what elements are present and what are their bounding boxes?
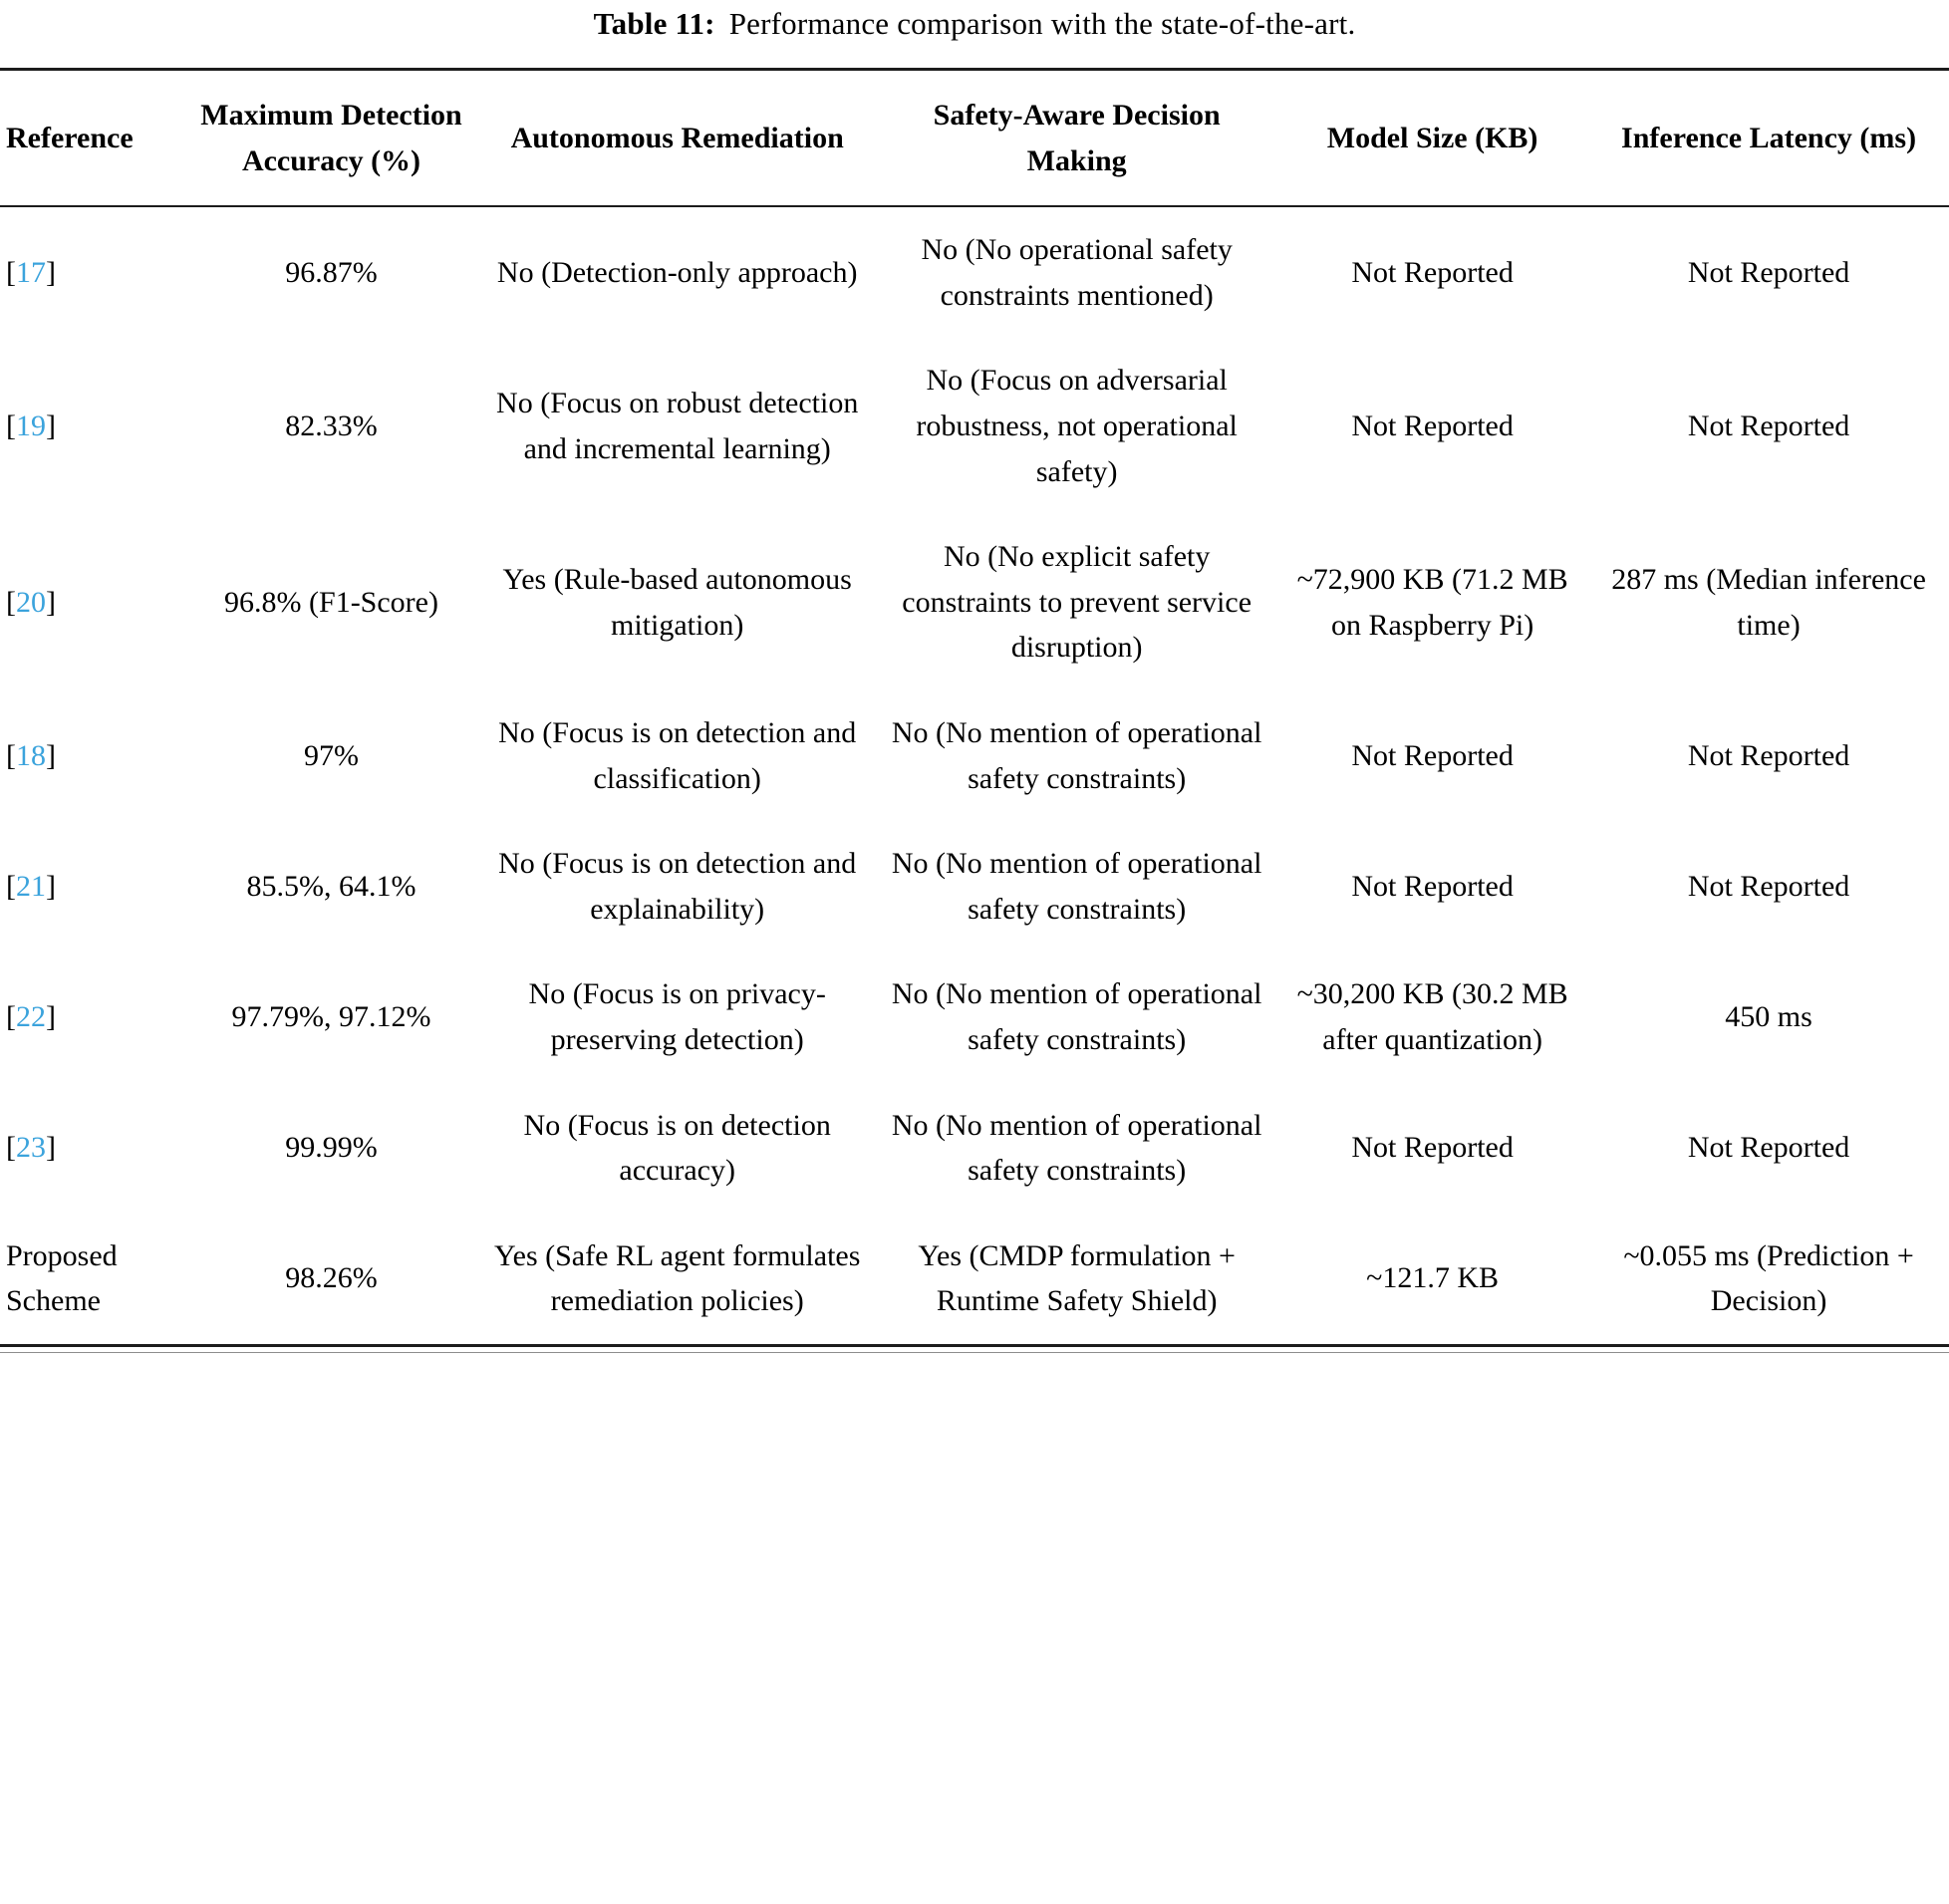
cell-inference_latency: 287 ms (Median inference time) <box>1611 562 1926 642</box>
column-header-reference: Reference <box>6 121 134 154</box>
table-row: Proposed Scheme 98.26% Yes (Safe RL agent … <box>0 1214 1949 1346</box>
citation-link[interactable]: 17 <box>16 255 46 289</box>
table-row: [22] 97.79%, 97.12% No (Focus is on privac… <box>0 952 1949 1082</box>
cell-accuracy: 98.26% <box>285 1261 378 1295</box>
cell-autonomous_remediation: No (Focus is on detection and classifica… <box>498 715 857 795</box>
cell-safety_aware: No (No mention of operational safety con… <box>891 715 1262 795</box>
cell-inference_latency: ~0.055 ms (Prediction + Decision) <box>1623 1238 1914 1318</box>
cell-reference: [18] <box>0 690 185 821</box>
cell-safety_aware: No (No mention of operational safety con… <box>891 1108 1262 1188</box>
cell-model_size: ~121.7 KB <box>1366 1261 1500 1295</box>
cell-inference_latency: 450 ms <box>1725 1000 1812 1034</box>
cell-safety_aware: No (No operational safety constraints me… <box>921 233 1233 312</box>
table-body: [17] 96.87% No (Detection-only approach) No… <box>0 206 1949 1345</box>
cell-inference_latency: Not Reported <box>1687 738 1850 772</box>
cell-model_size: Not Reported <box>1351 869 1514 903</box>
table-caption: Table 11: Performance comparison with the… <box>0 0 1949 42</box>
cell-reference: [19] <box>0 338 185 514</box>
cell-accuracy: 85.5%, 64.1% <box>246 869 417 903</box>
cell-reference: [21] <box>0 821 185 952</box>
citation-link[interactable]: 22 <box>16 1000 46 1034</box>
caption-label: Table 11: <box>593 6 715 41</box>
citation-link[interactable]: 21 <box>16 869 46 903</box>
cell-inference_latency: Not Reported <box>1687 408 1850 442</box>
citation-bracket-open: [ <box>6 1131 16 1165</box>
cell-accuracy: 82.33% <box>285 408 378 442</box>
cell-accuracy: 97.79%, 97.12% <box>231 1000 431 1034</box>
cell-safety_aware: No (No mention of operational safety con… <box>891 847 1262 926</box>
header-row: Reference Maximum Detection Accuracy (%) A… <box>0 70 1949 207</box>
cell-accuracy: 96.87% <box>285 255 378 289</box>
citation-bracket-close: ] <box>46 1131 56 1165</box>
cell-model_size: Not Reported <box>1351 738 1514 772</box>
cell-autonomous_remediation: Yes (Rule-based autonomous mitigation) <box>502 562 852 642</box>
citation-bracket-close: ] <box>46 738 56 772</box>
column-header-inference_latency: Inference Latency (ms) <box>1621 121 1917 154</box>
citation-bracket-close: ] <box>46 255 56 289</box>
table-row: [21] 85.5%, 64.1% No (Focus is on detectio… <box>0 821 1949 952</box>
cell-safety_aware: No (No mention of operational safety con… <box>891 977 1262 1056</box>
cell-reference: [22] <box>0 952 185 1082</box>
citation-bracket-open: [ <box>6 738 16 772</box>
cell-safety_aware: No (Focus on adversarial robustness, not… <box>916 364 1238 488</box>
cell-inference_latency: Not Reported <box>1687 255 1850 289</box>
cell-autonomous_remediation: No (Focus on robust detection and increm… <box>496 387 859 465</box>
citation-bracket-close: ] <box>46 1000 56 1034</box>
table-row: [19] 82.33% No (Focus on robust detection … <box>0 338 1949 514</box>
cell-model_size: Not Reported <box>1351 1131 1514 1165</box>
cell-inference_latency: Not Reported <box>1687 869 1850 903</box>
cell-autonomous_remediation: No (Detection-only approach) <box>496 255 858 289</box>
citation-bracket-open: [ <box>6 585 16 619</box>
citation-bracket-open: [ <box>6 255 16 289</box>
column-header-accuracy: Maximum Detection Accuracy (%) <box>200 99 462 177</box>
table-row: [17] 96.87% No (Detection-only approach) No… <box>0 206 1949 338</box>
table-header: Reference Maximum Detection Accuracy (%) A… <box>0 70 1949 207</box>
cell-accuracy: 97% <box>304 738 359 772</box>
cell-reference: [23] <box>0 1083 185 1214</box>
cell-safety_aware: No (No explicit safety constraints to pr… <box>902 540 1253 665</box>
column-header-safety_aware: Safety-Aware Decision Making <box>933 99 1221 177</box>
citation-bracket-open: [ <box>6 408 16 442</box>
column-header-model_size: Model Size (KB) <box>1326 121 1538 154</box>
cell-safety_aware: Yes (CMDP formulation + Runtime Safety S… <box>918 1238 1236 1318</box>
citation-bracket-close: ] <box>46 585 56 619</box>
caption-text: Performance comparison with the state-of… <box>728 6 1356 41</box>
cell-accuracy: 96.8% (F1-Score) <box>224 585 438 619</box>
bottom-thin-rule <box>0 1351 1949 1353</box>
cell-model_size: Not Reported <box>1351 408 1514 442</box>
cell-model_size: ~30,200 KB (30.2 MB after quantization) <box>1296 977 1568 1056</box>
table-row: [20] 96.8% (F1-Score) Yes (Rule-based auto… <box>0 514 1949 690</box>
cell-reference: [17] <box>0 206 185 338</box>
citation-link[interactable]: 18 <box>16 738 46 772</box>
table-row: [23] 99.99% No (Focus is on detection accu… <box>0 1083 1949 1214</box>
cell-autonomous_remediation: No (Focus is on privacy-preserving detec… <box>528 977 826 1056</box>
citation-bracket-close: ] <box>46 408 56 442</box>
cell-model_size: Not Reported <box>1351 255 1514 289</box>
citation-link[interactable]: 20 <box>16 585 46 619</box>
cell-reference: [20] <box>0 514 185 690</box>
cell-autonomous_remediation: No (Focus is on detection and explainabi… <box>498 847 857 926</box>
cell-accuracy: 99.99% <box>285 1131 378 1165</box>
performance-comparison-table: Reference Maximum Detection Accuracy (%) A… <box>0 68 1949 1347</box>
table-row: [18] 97% No (Focus is on detection and cla… <box>0 690 1949 821</box>
citation-link[interactable]: 19 <box>16 408 46 442</box>
citation-bracket-open: [ <box>6 869 16 903</box>
citation-bracket-close: ] <box>46 869 56 903</box>
cell-model_size: ~72,900 KB (71.2 MB on Raspberry Pi) <box>1296 562 1568 642</box>
column-header-autonomous_remediation: Autonomous Remediation <box>510 121 844 154</box>
cell-inference_latency: Not Reported <box>1687 1131 1850 1165</box>
cell-autonomous_remediation: No (Focus is on detection accuracy) <box>523 1108 831 1188</box>
cell-reference: Proposed Scheme <box>6 1238 118 1318</box>
cell-autonomous_remediation: Yes (Safe RL agent formulates remediatio… <box>493 1238 861 1318</box>
citation-bracket-open: [ <box>6 1000 16 1034</box>
citation-link[interactable]: 23 <box>16 1131 46 1165</box>
